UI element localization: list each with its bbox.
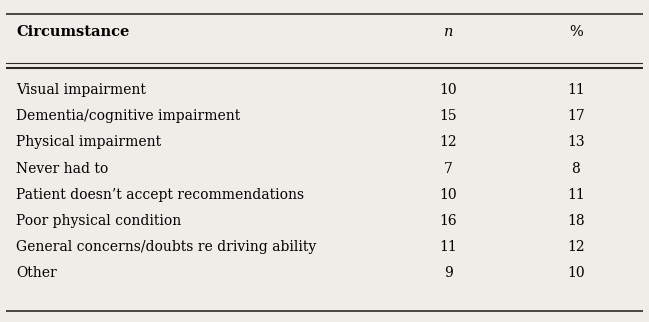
Text: Poor physical condition: Poor physical condition [16,214,181,228]
Text: 7: 7 [444,162,453,175]
Text: 11: 11 [439,240,458,254]
Text: Never had to: Never had to [16,162,108,175]
Text: 8: 8 [571,162,580,175]
Text: Dementia/cognitive impairment: Dementia/cognitive impairment [16,109,240,123]
Text: 12: 12 [440,135,458,149]
Text: 17: 17 [567,109,585,123]
Text: 10: 10 [440,188,458,202]
Text: %: % [569,24,583,39]
Text: Visual impairment: Visual impairment [16,83,146,97]
Text: n: n [444,24,453,39]
Text: 13: 13 [567,135,585,149]
Text: 15: 15 [440,109,458,123]
Text: 10: 10 [567,266,585,280]
Text: 10: 10 [440,83,458,97]
Text: General concerns/doubts re driving ability: General concerns/doubts re driving abili… [16,240,316,254]
Text: Other: Other [16,266,56,280]
Text: 9: 9 [444,266,453,280]
Text: 11: 11 [567,188,585,202]
Text: 16: 16 [440,214,458,228]
Text: 12: 12 [567,240,585,254]
Text: Patient doesn’t accept recommendations: Patient doesn’t accept recommendations [16,188,304,202]
Text: 11: 11 [567,83,585,97]
Text: Physical impairment: Physical impairment [16,135,161,149]
Text: 18: 18 [567,214,585,228]
Text: Circumstance: Circumstance [16,24,129,39]
